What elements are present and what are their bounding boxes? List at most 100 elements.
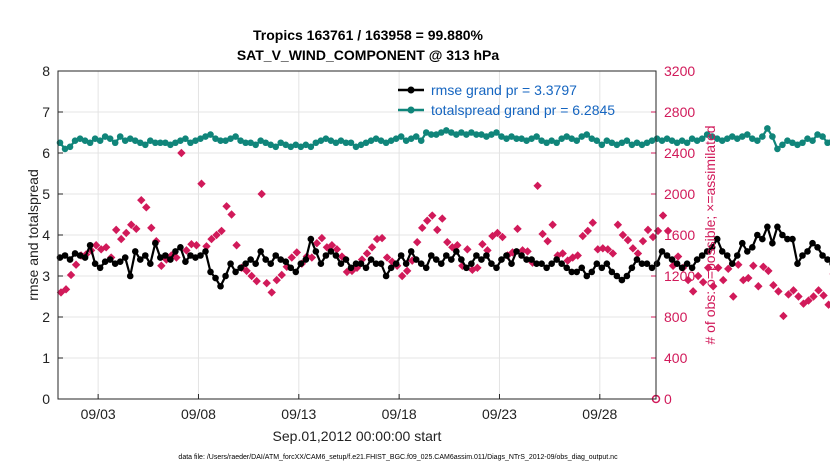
series-point [804, 135, 811, 142]
series-point [367, 137, 375, 144]
series-point [448, 129, 455, 136]
series-point [352, 260, 360, 268]
series-point [563, 133, 571, 140]
series-point [372, 260, 380, 268]
series-point [603, 260, 611, 268]
assimilated-marker [267, 288, 276, 297]
series-point [162, 252, 169, 259]
series-point [387, 264, 395, 272]
series-point [382, 272, 390, 280]
assimilated-marker [688, 287, 698, 296]
series-point [764, 223, 771, 231]
assimilated-marker [157, 261, 166, 270]
series-point [282, 141, 290, 149]
series-point [543, 139, 550, 147]
series-point [212, 135, 219, 142]
series-point [688, 264, 696, 272]
assimilated-marker [774, 287, 783, 296]
series-point [648, 264, 656, 272]
assimilated-marker [122, 228, 131, 238]
assimilated-marker [192, 241, 201, 250]
series-point [217, 282, 224, 290]
series-point [799, 139, 806, 147]
assimilated-marker [377, 233, 387, 243]
y-tick-left-label: 0 [42, 391, 50, 407]
assimilated-marker [794, 292, 803, 301]
series-point [613, 272, 621, 280]
assimilated-marker [147, 223, 156, 233]
series-point [141, 141, 149, 149]
legend-rmse-marker [407, 86, 415, 94]
series-point [322, 135, 330, 142]
series-point [131, 248, 139, 255]
series-point [473, 252, 480, 259]
series-1 [56, 125, 830, 153]
series-point [417, 137, 425, 144]
series-point [668, 137, 676, 144]
series-point [222, 272, 229, 280]
assimilated-marker [633, 249, 643, 258]
series-point [633, 256, 641, 263]
assimilated-marker [222, 202, 231, 211]
series-point [141, 252, 149, 259]
series-point [147, 260, 154, 268]
series-point [232, 268, 239, 276]
series-point [337, 260, 345, 268]
series-point [437, 260, 445, 268]
series-point [61, 145, 69, 153]
series-point [442, 252, 450, 259]
series-point [342, 256, 350, 263]
series-point [718, 137, 726, 144]
y-tick-right-label: 3200 [664, 63, 695, 79]
assimilated-marker [613, 220, 623, 229]
series-point [583, 131, 591, 138]
series-point [357, 260, 365, 268]
series-point [432, 256, 440, 263]
series-point [91, 260, 99, 268]
assimilated-marker [588, 218, 597, 227]
series-point [683, 139, 691, 147]
series-point [192, 254, 199, 261]
series-point [71, 137, 79, 144]
assimilated-marker [498, 232, 507, 242]
series-point [397, 252, 405, 259]
legend-rmse-label: rmse grand pr = 3.3797 [431, 82, 577, 98]
series-point [136, 256, 144, 263]
series-point [774, 145, 781, 153]
series-point [638, 260, 646, 268]
series-point [167, 141, 174, 149]
series-point [307, 143, 315, 151]
series-point [809, 239, 816, 247]
assimilated-marker [814, 286, 823, 295]
assimilated-marker [413, 237, 422, 247]
series-point [533, 260, 540, 268]
y-tick-right-label: 800 [664, 309, 688, 325]
series-point [513, 135, 520, 142]
series-point [96, 264, 104, 272]
assimilated-marker [177, 148, 186, 158]
assimilated-marker [453, 241, 462, 250]
assimilated-marker [132, 224, 141, 234]
assimilated-marker [533, 181, 542, 190]
series-point [708, 244, 716, 251]
series-point [538, 260, 545, 268]
assimilated-marker [754, 282, 763, 291]
series-point [568, 135, 576, 142]
assimilated-marker [693, 271, 703, 281]
assimilated-marker [101, 243, 111, 252]
series-point [227, 260, 234, 268]
x-axis: 09/03 09/08 09/13 09/18 09/23 09/28 [81, 394, 618, 422]
series-point [332, 252, 340, 259]
series-point [488, 260, 495, 268]
series-point [172, 248, 179, 255]
assimilated-marker [307, 253, 317, 262]
assimilated-marker [789, 286, 798, 295]
assimilated-marker [463, 245, 472, 254]
series-point [708, 133, 716, 140]
assimilated-marker [478, 240, 487, 249]
series-point [814, 131, 821, 138]
series-point [247, 139, 254, 147]
series-point [453, 248, 460, 255]
assimilated-marker [433, 225, 442, 235]
series-point [478, 256, 485, 263]
